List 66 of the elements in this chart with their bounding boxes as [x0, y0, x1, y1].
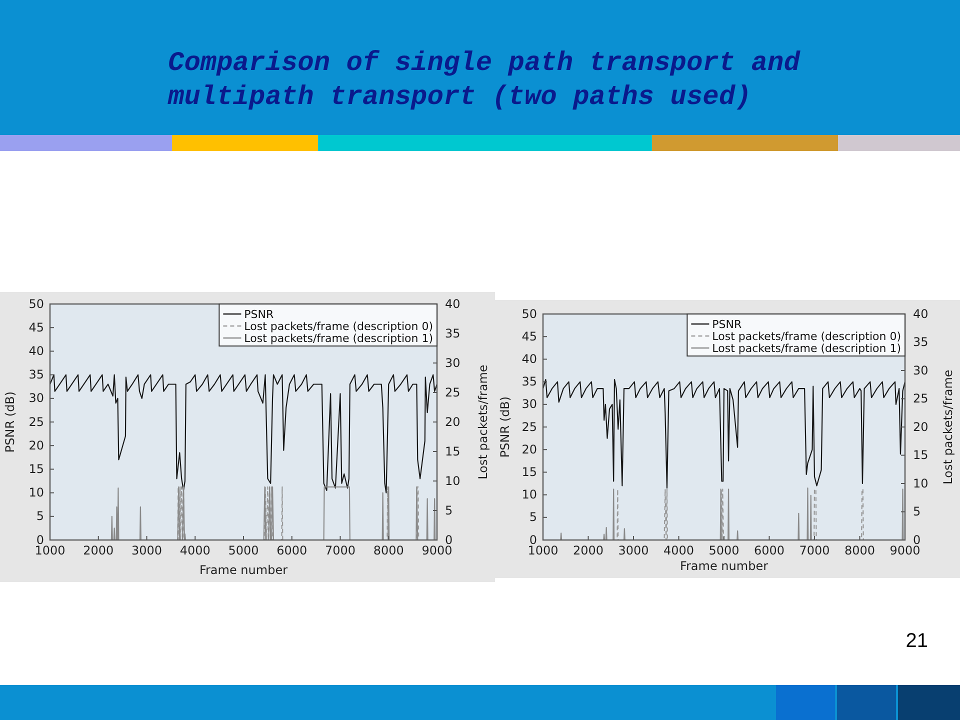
x-tick-label: 4000 [663, 544, 694, 558]
legend-label: Lost packets/frame (description 0) [244, 320, 433, 333]
x-tick-label: 7000 [799, 544, 830, 558]
y-tick-label: 25 [28, 414, 44, 429]
text: 21 [906, 630, 928, 652]
y-tick-label: 15 [522, 465, 537, 480]
x-axis-title: Frame number [680, 559, 768, 573]
y-tick-label: 10 [28, 486, 44, 500]
legend-label: Lost packets/frame (description 1) [712, 342, 901, 355]
legend-label: Lost packets/frame (description 0) [712, 330, 901, 343]
y-tick-label: 45 [28, 320, 44, 334]
y-tick-label: 25 [522, 420, 537, 434]
y-tick-label: 30 [522, 397, 537, 412]
y-tick-label: 50 [522, 306, 537, 321]
x-tick-label: 7000 [324, 544, 356, 558]
legend-label: PSNR [244, 308, 274, 321]
y2-axis-title: Lost packets/frame [476, 364, 490, 480]
y-tick-label: 40 [522, 352, 537, 366]
y-axis-title: PSNR (dB) [498, 396, 512, 458]
x-tick-label: 2000 [572, 544, 604, 558]
y2-tick-label: 35 [913, 335, 928, 350]
y-tick-label: 5 [529, 510, 537, 524]
y2-tick-label: 30 [913, 363, 928, 378]
line-series [542, 378, 906, 489]
y2-tick-label: 20 [913, 420, 928, 434]
x-tick-label: 5000 [708, 544, 740, 558]
line-series [49, 374, 438, 494]
y2-tick-label: 40 [913, 306, 928, 321]
x-tick-label: 3000 [131, 544, 162, 558]
y2-tick-label: 40 [445, 296, 460, 311]
legend-label: PSNR [712, 318, 742, 331]
y2-tick-label: 10 [445, 474, 460, 488]
x-tick-label: 6000 [276, 544, 308, 558]
x-tick-label: 2000 [83, 544, 114, 558]
y-tick-label: 40 [28, 344, 44, 358]
legend-label: Lost packets/frame (description 1) [244, 332, 433, 345]
y2-tick-label: 15 [913, 448, 928, 462]
y-tick-label: 50 [28, 296, 44, 311]
y-tick-label: 5 [36, 509, 44, 524]
y-tick-label: 10 [522, 488, 537, 502]
y-tick-label: 30 [28, 391, 44, 406]
y2-tick-label: 25 [913, 392, 928, 406]
x-tick-label: 4000 [180, 544, 210, 558]
x-axis-title: Frame number [199, 563, 288, 577]
x-tick-label: 3000 [618, 544, 649, 558]
y-tick-label: 35 [28, 368, 44, 382]
x-tick-label: 8000 [373, 544, 404, 558]
y-axis-title: PSNR (dB) [3, 391, 17, 453]
y2-tick-label: 5 [445, 503, 453, 518]
y2-tick-label: 30 [445, 356, 460, 370]
y-tick-label: 20 [28, 438, 44, 452]
y2-tick-label: 35 [445, 326, 460, 340]
y2-tick-label: 5 [913, 504, 921, 519]
x-tick-label: 8000 [844, 544, 876, 558]
x-tick-label: 5000 [228, 544, 259, 558]
y2-tick-label: 20 [445, 414, 460, 429]
chart-title: Comparison of single path transport and multipath transport (two paths used) [167, 49, 801, 113]
y-tick-label: 15 [28, 462, 44, 476]
y-tick-label: 20 [522, 442, 537, 456]
y-tick-label: 35 [522, 374, 537, 389]
y2-tick-label: 10 [913, 476, 928, 490]
y2-axis-title: Lost packets/frame [941, 370, 955, 484]
y-tick-label: 45 [522, 329, 537, 344]
x-tick-label: 6000 [754, 544, 785, 558]
y2-tick-label: 25 [445, 385, 460, 400]
y2-tick-label: 15 [445, 444, 460, 458]
